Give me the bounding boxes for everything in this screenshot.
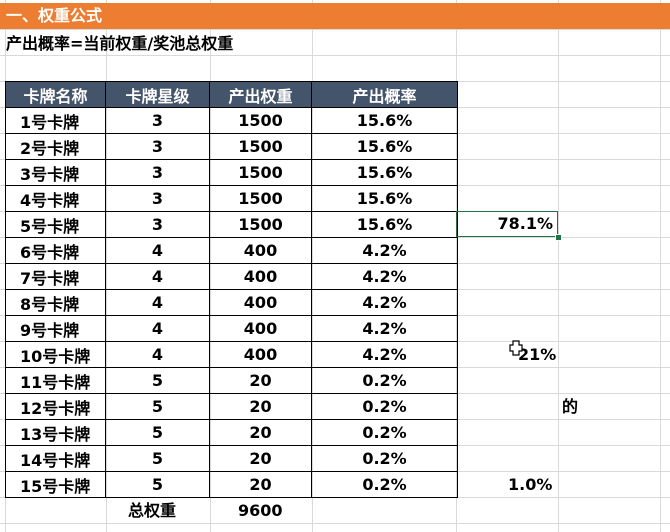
- total-weight-label[interactable]: 总权重: [128, 501, 177, 520]
- cell-output-weight[interactable]: 20: [209, 471, 312, 498]
- cell-card-name[interactable]: 2号卡牌: [5, 133, 106, 160]
- cell-output-probability[interactable]: 0.2%: [311, 445, 458, 472]
- cell-output-probability[interactable]: 0.2%: [311, 419, 458, 446]
- cell-card-star[interactable]: 4: [105, 341, 210, 368]
- cell-output-weight[interactable]: 400: [209, 289, 312, 316]
- cell-card-star[interactable]: 3: [105, 185, 210, 212]
- cell-card-star[interactable]: 4: [105, 237, 210, 264]
- cell-card-name[interactable]: 10号卡牌: [5, 341, 106, 368]
- cell-output-probability[interactable]: 4.2%: [311, 263, 458, 290]
- cell-output-weight[interactable]: 1500: [209, 211, 312, 238]
- cell-card-name[interactable]: 12号卡牌: [5, 393, 106, 420]
- note-cell[interactable]: 的: [562, 397, 579, 416]
- card-weight-table: 卡牌名称 卡牌星级 产出权重 产出概率 1号卡牌 3 1500 15.6% 2号…: [5, 81, 458, 498]
- cell-card-name[interactable]: 13号卡牌: [5, 419, 106, 446]
- header-output-weight[interactable]: 产出权重: [209, 81, 312, 108]
- total-weight-value[interactable]: 9600: [238, 501, 283, 520]
- cell-output-weight[interactable]: 20: [209, 367, 312, 394]
- cell-output-probability[interactable]: 15.6%: [311, 107, 458, 134]
- table-header-row: 卡牌名称 卡牌星级 产出权重 产出概率: [5, 81, 458, 108]
- cell-output-weight[interactable]: 400: [209, 315, 312, 342]
- table-row: 9号卡牌 4 400 4.2%: [5, 315, 458, 342]
- cell-card-name[interactable]: 15号卡牌: [5, 471, 106, 498]
- cell-card-name[interactable]: 8号卡牌: [5, 289, 106, 316]
- move-cursor-icon: [509, 340, 523, 356]
- cell-output-weight[interactable]: 1500: [209, 133, 312, 160]
- section-title[interactable]: 一、权重公式: [0, 3, 670, 29]
- cell-card-name[interactable]: 6号卡牌: [5, 237, 106, 264]
- cell-card-name[interactable]: 14号卡牌: [5, 445, 106, 472]
- table-row: 15号卡牌 5 20 0.2%: [5, 471, 458, 498]
- cell-output-weight[interactable]: 1500: [209, 185, 312, 212]
- cell-output-probability[interactable]: 4.2%: [311, 341, 458, 368]
- cell-card-name[interactable]: 11号卡牌: [5, 367, 106, 394]
- cell-card-name[interactable]: 7号卡牌: [5, 263, 106, 290]
- four-star-sum-cell[interactable]: 21%: [518, 345, 557, 364]
- cell-output-probability[interactable]: 15.6%: [311, 211, 458, 238]
- table-row: 4号卡牌 3 1500 15.6%: [5, 185, 458, 212]
- cell-output-probability[interactable]: 15.6%: [311, 185, 458, 212]
- cell-output-probability[interactable]: 0.2%: [311, 471, 458, 498]
- cell-output-weight[interactable]: 400: [209, 341, 312, 368]
- cell-output-probability[interactable]: 0.2%: [311, 393, 458, 420]
- table-row: 1号卡牌 3 1500 15.6%: [5, 107, 458, 134]
- cell-card-star[interactable]: 3: [105, 211, 210, 238]
- fill-handle[interactable]: [555, 234, 562, 241]
- cell-card-star[interactable]: 5: [105, 393, 210, 420]
- table-row: 13号卡牌 5 20 0.2%: [5, 419, 458, 446]
- cell-output-weight[interactable]: 20: [209, 393, 312, 420]
- table-row: 2号卡牌 3 1500 15.6%: [5, 133, 458, 160]
- table-row: 3号卡牌 3 1500 15.6%: [5, 159, 458, 186]
- total-weight-row: 总权重 9600: [0, 498, 670, 524]
- cell-output-weight[interactable]: 20: [209, 445, 312, 472]
- cell-output-probability[interactable]: 4.2%: [311, 289, 458, 316]
- cell-output-probability[interactable]: 0.2%: [311, 367, 458, 394]
- cell-output-weight[interactable]: 1500: [209, 159, 312, 186]
- five-star-sum-cell[interactable]: 1.0%: [508, 475, 553, 494]
- cell-card-star[interactable]: 5: [105, 419, 210, 446]
- cell-output-weight[interactable]: 400: [209, 237, 312, 264]
- cell-output-probability[interactable]: 15.6%: [311, 133, 458, 160]
- cell-card-star[interactable]: 5: [105, 445, 210, 472]
- cell-card-star[interactable]: 5: [105, 471, 210, 498]
- cell-card-name[interactable]: 1号卡牌: [5, 107, 106, 134]
- three-star-sum-cell[interactable]: 78.1%: [456, 211, 558, 237]
- cell-card-name[interactable]: 4号卡牌: [5, 185, 106, 212]
- header-card-star[interactable]: 卡牌星级: [105, 81, 210, 108]
- table-row: 12号卡牌 5 20 0.2%: [5, 393, 458, 420]
- header-card-name[interactable]: 卡牌名称: [5, 81, 106, 108]
- cell-output-weight[interactable]: 400: [209, 263, 312, 290]
- cell-card-star[interactable]: 5: [105, 367, 210, 394]
- cell-card-star[interactable]: 3: [105, 159, 210, 186]
- table-row: 10号卡牌 4 400 4.2%: [5, 341, 458, 368]
- table-row: 8号卡牌 4 400 4.2%: [5, 289, 458, 316]
- cell-card-star[interactable]: 4: [105, 315, 210, 342]
- cell-card-name[interactable]: 9号卡牌: [5, 315, 106, 342]
- cell-output-probability[interactable]: 15.6%: [311, 159, 458, 186]
- cell-output-weight[interactable]: 20: [209, 419, 312, 446]
- cell-output-probability[interactable]: 4.2%: [311, 237, 458, 264]
- cell-card-star[interactable]: 3: [105, 107, 210, 134]
- table-row: 6号卡牌 4 400 4.2%: [5, 237, 458, 264]
- formula-text[interactable]: 产出概率=当前权重/奖池总权重: [6, 34, 234, 53]
- header-output-probability[interactable]: 产出概率: [311, 81, 458, 108]
- cell-card-star[interactable]: 4: [105, 263, 210, 290]
- table-row: 7号卡牌 4 400 4.2%: [5, 263, 458, 290]
- cell-output-probability[interactable]: 4.2%: [311, 315, 458, 342]
- cell-card-star[interactable]: 4: [105, 289, 210, 316]
- cell-card-name[interactable]: 3号卡牌: [5, 159, 106, 186]
- cell-card-star[interactable]: 3: [105, 133, 210, 160]
- table-row: 11号卡牌 5 20 0.2%: [5, 367, 458, 394]
- cell-output-weight[interactable]: 1500: [209, 107, 312, 134]
- cell-card-name[interactable]: 5号卡牌: [5, 211, 106, 238]
- table-row: 5号卡牌 3 1500 15.6%: [5, 211, 458, 238]
- table-row: 14号卡牌 5 20 0.2%: [5, 445, 458, 472]
